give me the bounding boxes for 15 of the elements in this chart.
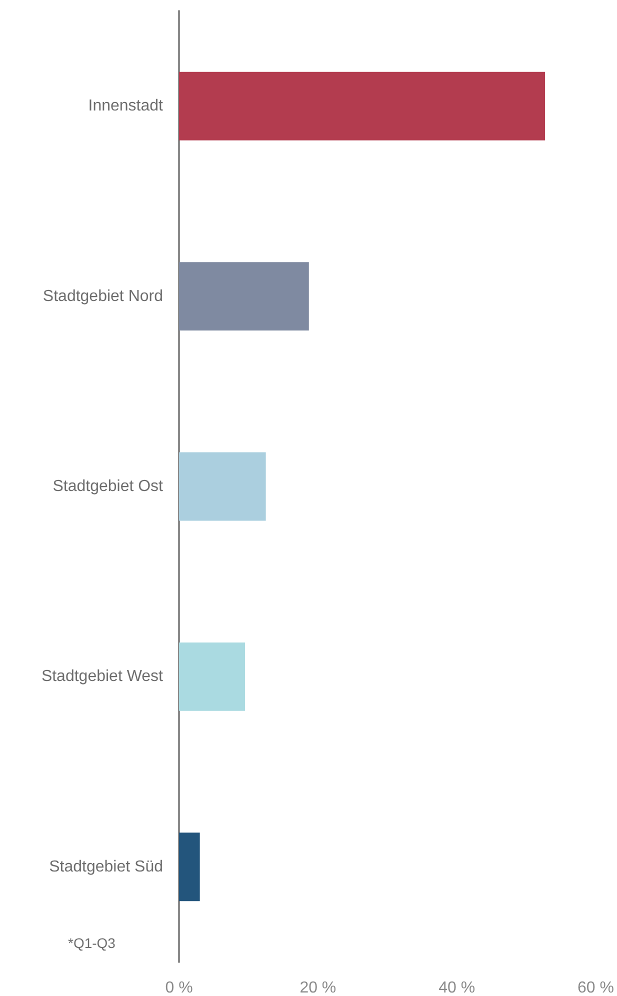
bar [179,832,200,902]
x-tick-label: 0 % [165,980,193,996]
bar [179,642,245,711]
x-tick-label: 60 % [578,980,614,996]
bar [179,262,309,331]
text: *Q1-Q3 [68,935,116,951]
y-tick-label: Stadtgebiet West [41,668,164,686]
y-tick-label: Stadtgebiet Nord [42,288,163,305]
x-tick-label: 40 % [438,980,476,996]
y-tick-label: Stadtgebiet Süd [49,858,163,876]
y-tick-label: Innenstadt [88,98,164,115]
bar [179,452,266,521]
x-tick-label: 20 % [300,980,336,996]
y-tick-label: Stadtgebiet Ost [52,478,164,495]
bar [179,72,546,140]
